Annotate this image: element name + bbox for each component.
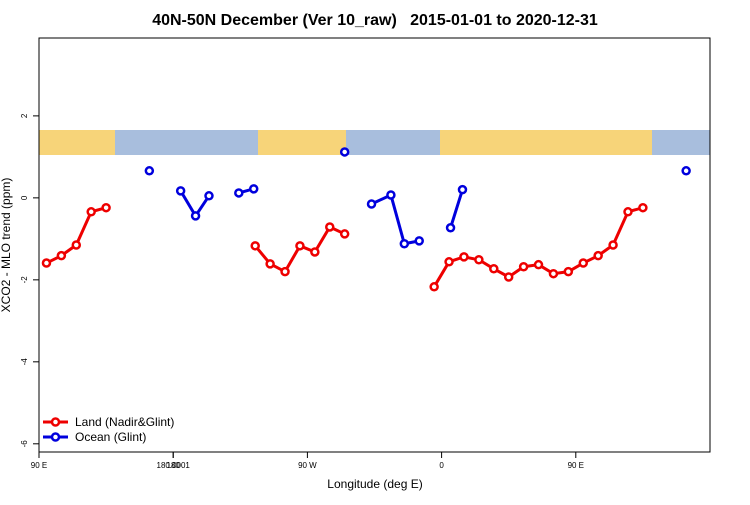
point [265,259,275,269]
point [339,229,350,239]
point [325,222,335,232]
point [234,188,244,198]
legend: Land (Nadir&Glint)Ocean (Glint) [43,415,174,444]
point [623,207,633,217]
point [204,191,214,201]
x-tick-label: 180.0001 [157,461,191,470]
y-tick-label: 2 [20,113,29,118]
point [548,268,559,279]
point [56,250,67,261]
point [310,247,320,257]
point [563,266,574,277]
series-line [181,171,686,244]
plot-frame [38,37,711,453]
legend-label: Land (Nadir&Glint) [75,415,174,429]
x-tick-label: 90 E [31,461,47,470]
point [533,259,544,270]
point [445,223,456,233]
series [144,147,691,249]
point [444,257,454,267]
x-tick-label: 90 E [568,461,584,470]
point [457,184,468,195]
point [248,184,259,194]
point [386,190,396,200]
point [295,241,305,251]
y-tick-label: -2 [20,276,29,284]
legend-marker [50,417,61,427]
point [101,202,111,213]
point [489,264,499,274]
point [339,147,350,157]
point [429,282,439,292]
legend-label: Ocean (Glint) [75,430,146,444]
y-tick-label: 0 [20,195,29,200]
point [578,258,589,268]
point [474,255,484,265]
point [86,207,96,217]
x-tick-label: 90 W [298,461,317,470]
point [608,240,618,250]
chart-title: 40N-50N December (Ver 10_raw) 2015-01-01… [152,12,598,29]
series [41,202,648,292]
point [638,202,648,213]
point [681,166,691,176]
y-axis-label: XCO2 - MLO trend (ppm) [0,178,13,313]
point [459,252,469,262]
point [280,266,290,277]
point [366,199,377,209]
point [593,250,603,261]
point [71,240,82,250]
point [414,236,424,246]
point [503,272,514,282]
x-axis-label: Longitude (deg E) [327,477,422,491]
point [518,261,529,272]
legend-marker [50,432,61,442]
point [399,239,410,249]
point [41,258,52,268]
x-tick-label: 0 [439,461,444,470]
y-tick-label: -6 [20,440,29,448]
point [190,211,201,221]
map-band [39,130,710,155]
x-tick-label: 180 [167,461,181,470]
y-tick-label: -4 [20,358,29,366]
point [250,241,260,251]
point [175,186,186,196]
point [144,166,155,176]
